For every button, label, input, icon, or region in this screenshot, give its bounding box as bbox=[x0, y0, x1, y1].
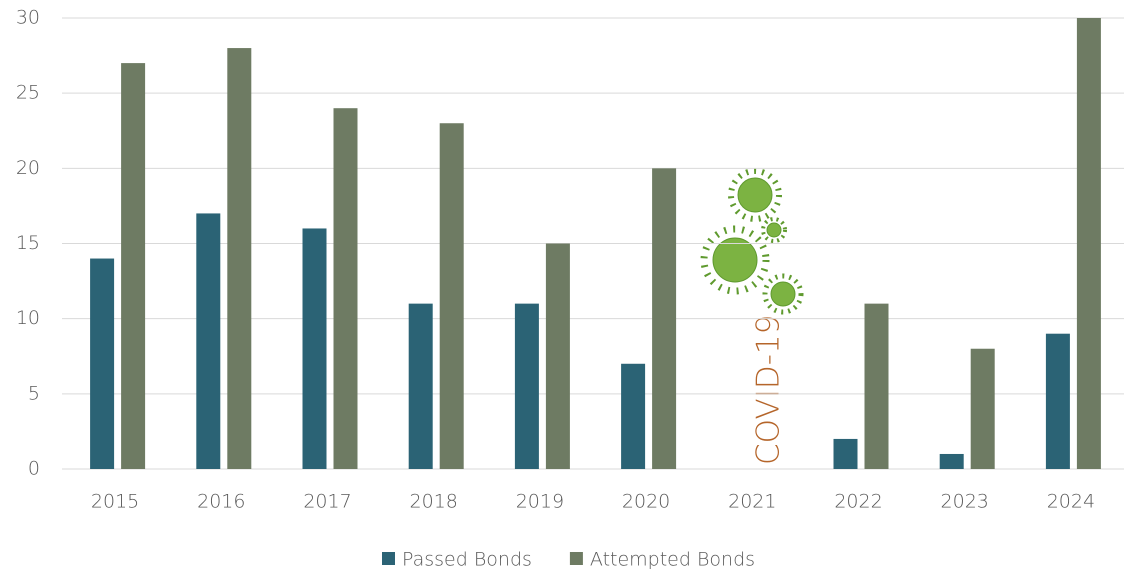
bar bbox=[439, 123, 464, 469]
annotation: COVID-19 bbox=[751, 315, 787, 465]
bar bbox=[545, 243, 570, 469]
y-tick-label: 25 bbox=[16, 82, 40, 104]
legend-swatch bbox=[382, 552, 395, 565]
x-tick-label: 2020 bbox=[622, 491, 670, 513]
legend-swatch bbox=[569, 552, 583, 565]
virus-icons bbox=[700, 168, 804, 315]
y-tick-label: 30 bbox=[16, 7, 40, 29]
bar bbox=[652, 168, 677, 470]
bar bbox=[621, 363, 646, 469]
virus-icon bbox=[762, 273, 804, 315]
bar bbox=[1076, 18, 1101, 469]
x-tick-label: 2019 bbox=[516, 491, 564, 513]
x-tick-label: 2022 bbox=[834, 491, 882, 513]
bar bbox=[970, 348, 995, 469]
y-tick-label: 5 bbox=[28, 382, 40, 404]
bar bbox=[833, 438, 858, 469]
x-tick-label: 2018 bbox=[410, 491, 458, 513]
bar bbox=[227, 48, 252, 470]
legend-label: Passed Bonds bbox=[402, 549, 532, 571]
bar bbox=[408, 303, 433, 469]
x-tick-label: 2023 bbox=[941, 491, 989, 513]
x-tick-label: 2021 bbox=[728, 491, 776, 513]
virus-icon bbox=[761, 217, 787, 243]
y-tick-label: 20 bbox=[16, 157, 40, 179]
y-tick-label: 15 bbox=[16, 232, 40, 254]
x-tick-label: 2016 bbox=[197, 491, 245, 513]
x-tick-label: 2024 bbox=[1047, 491, 1095, 513]
y-tick-label: 10 bbox=[16, 307, 40, 329]
bar bbox=[1045, 333, 1070, 469]
bar bbox=[514, 303, 539, 469]
x-tick-label: 2015 bbox=[91, 491, 139, 513]
virus-icon bbox=[700, 225, 770, 295]
virus-icon bbox=[728, 168, 782, 222]
bar bbox=[939, 453, 964, 469]
bar bbox=[196, 213, 221, 469]
bar bbox=[302, 228, 327, 469]
bar bbox=[333, 108, 358, 469]
bar bbox=[121, 63, 146, 469]
y-tick-label: 0 bbox=[28, 458, 40, 480]
x-tick-label: 2017 bbox=[303, 491, 351, 513]
legend-label: Attempted Bonds bbox=[590, 549, 755, 571]
bar bbox=[864, 303, 889, 469]
bar bbox=[90, 258, 115, 469]
